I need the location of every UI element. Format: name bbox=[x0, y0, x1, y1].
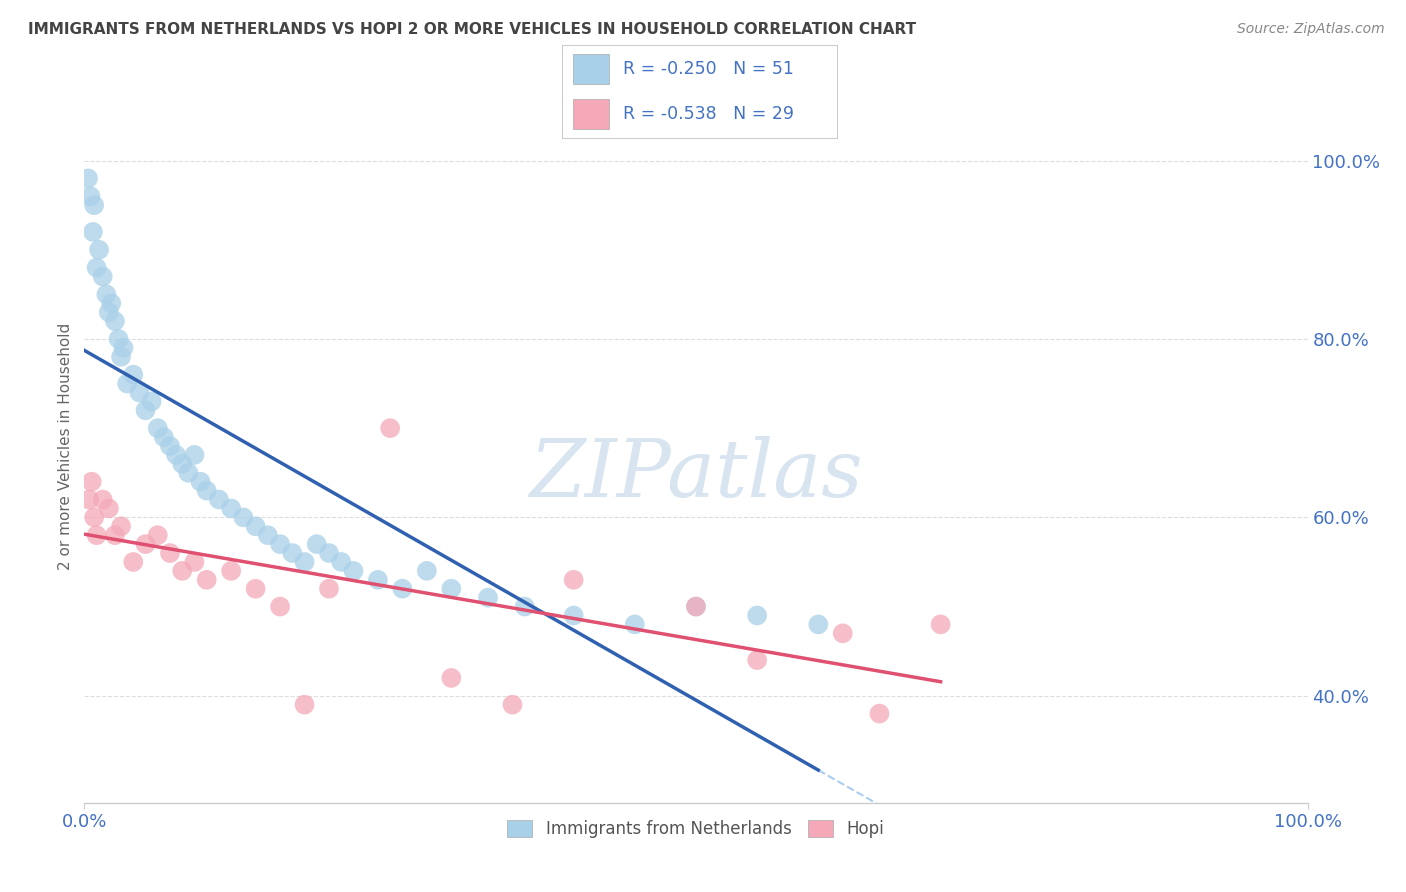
Point bbox=[624, 617, 647, 632]
Point bbox=[77, 492, 100, 507]
Point bbox=[269, 537, 291, 551]
Point bbox=[562, 573, 585, 587]
Point bbox=[86, 260, 108, 275]
Text: R = -0.250   N = 51: R = -0.250 N = 51 bbox=[623, 60, 793, 78]
Point bbox=[831, 626, 853, 640]
Text: ZIPatlas: ZIPatlas bbox=[529, 436, 863, 513]
Point bbox=[318, 546, 340, 560]
Point bbox=[79, 189, 101, 203]
Point bbox=[135, 537, 157, 551]
Point bbox=[269, 599, 291, 614]
Point bbox=[330, 555, 353, 569]
Point bbox=[146, 421, 169, 435]
Legend: Immigrants from Netherlands, Hopi: Immigrants from Netherlands, Hopi bbox=[501, 813, 891, 845]
Point bbox=[208, 492, 231, 507]
Point bbox=[513, 599, 536, 614]
Point bbox=[318, 582, 340, 596]
Point bbox=[747, 653, 769, 667]
Point bbox=[91, 492, 114, 507]
Point bbox=[305, 537, 328, 551]
Point bbox=[195, 483, 218, 498]
Point bbox=[685, 599, 707, 614]
Point bbox=[195, 573, 218, 587]
Y-axis label: 2 or more Vehicles in Household: 2 or more Vehicles in Household bbox=[58, 322, 73, 570]
Point bbox=[245, 519, 267, 533]
Point bbox=[96, 287, 118, 301]
Bar bbox=[574, 99, 609, 129]
Point bbox=[172, 457, 194, 471]
Point bbox=[97, 305, 120, 319]
Point bbox=[104, 314, 127, 328]
Point bbox=[83, 198, 105, 212]
Point bbox=[477, 591, 499, 605]
Point bbox=[87, 243, 110, 257]
Point bbox=[82, 225, 104, 239]
Point bbox=[281, 546, 304, 560]
Point bbox=[502, 698, 524, 712]
Point bbox=[80, 475, 103, 489]
Point bbox=[685, 599, 707, 614]
Point bbox=[367, 573, 389, 587]
Point bbox=[294, 555, 316, 569]
Point bbox=[77, 171, 100, 186]
Point bbox=[86, 528, 108, 542]
Point bbox=[91, 269, 114, 284]
Point bbox=[128, 385, 150, 400]
Point bbox=[177, 466, 200, 480]
Point bbox=[159, 439, 181, 453]
Point bbox=[342, 564, 364, 578]
Point bbox=[122, 555, 145, 569]
Point bbox=[172, 564, 194, 578]
Point bbox=[219, 564, 242, 578]
Point bbox=[122, 368, 145, 382]
Point bbox=[440, 582, 463, 596]
Text: Source: ZipAtlas.com: Source: ZipAtlas.com bbox=[1237, 22, 1385, 37]
Point bbox=[869, 706, 891, 721]
Point bbox=[110, 350, 132, 364]
Point bbox=[146, 528, 169, 542]
Point bbox=[159, 546, 181, 560]
Point bbox=[83, 510, 105, 524]
Point bbox=[807, 617, 830, 632]
Point bbox=[232, 510, 254, 524]
Point bbox=[153, 430, 176, 444]
Point bbox=[183, 555, 205, 569]
Point bbox=[141, 394, 163, 409]
Point bbox=[97, 501, 120, 516]
Bar bbox=[574, 54, 609, 84]
Point bbox=[416, 564, 439, 578]
Text: IMMIGRANTS FROM NETHERLANDS VS HOPI 2 OR MORE VEHICLES IN HOUSEHOLD CORRELATION : IMMIGRANTS FROM NETHERLANDS VS HOPI 2 OR… bbox=[28, 22, 917, 37]
Point bbox=[115, 376, 138, 391]
Point bbox=[391, 582, 413, 596]
Point bbox=[135, 403, 157, 417]
Text: R = -0.538   N = 29: R = -0.538 N = 29 bbox=[623, 105, 794, 123]
Point bbox=[104, 528, 127, 542]
Point bbox=[110, 519, 132, 533]
Point bbox=[747, 608, 769, 623]
Point bbox=[219, 501, 242, 516]
Point bbox=[100, 296, 122, 310]
Point bbox=[562, 608, 585, 623]
Point bbox=[183, 448, 205, 462]
Point bbox=[107, 332, 129, 346]
Point bbox=[380, 421, 402, 435]
Point bbox=[257, 528, 280, 542]
Point bbox=[165, 448, 187, 462]
Point bbox=[190, 475, 212, 489]
Point bbox=[112, 341, 135, 355]
Point bbox=[245, 582, 267, 596]
Point bbox=[294, 698, 316, 712]
Point bbox=[929, 617, 952, 632]
Point bbox=[440, 671, 463, 685]
